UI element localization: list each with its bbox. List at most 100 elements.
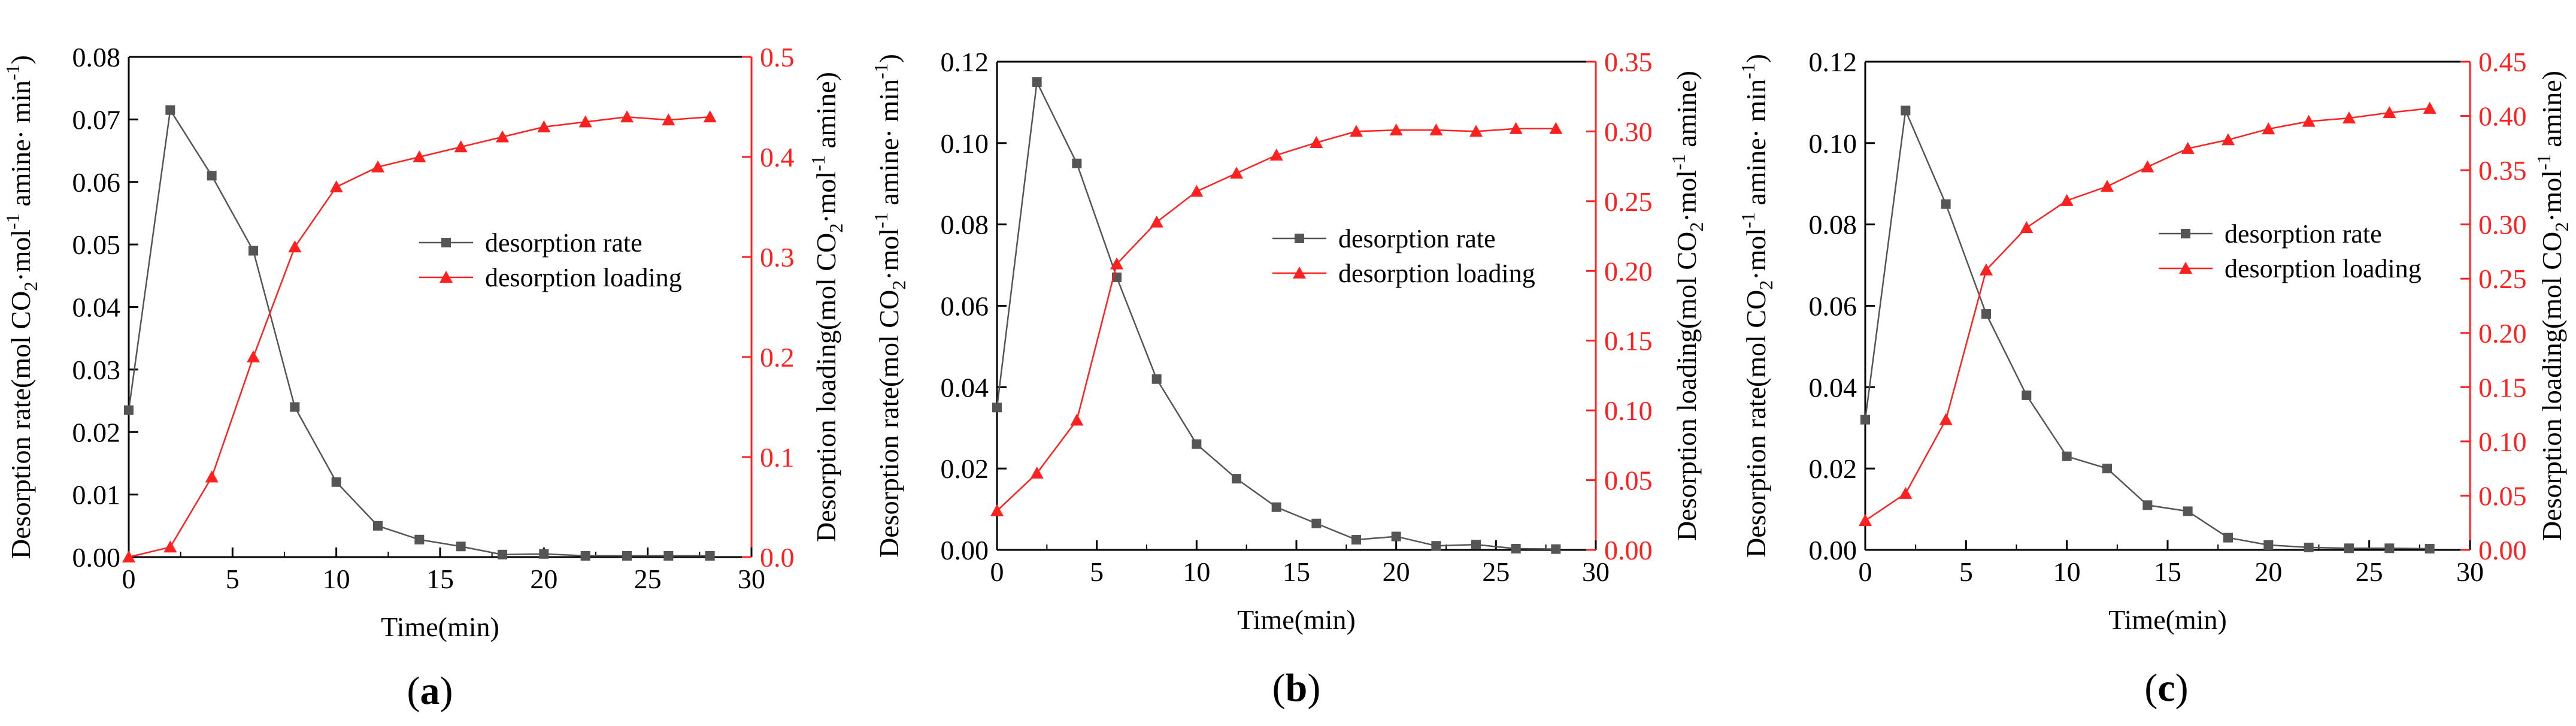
y-right-tick-label: 0.1 <box>760 442 795 473</box>
x-axis-title: Time(min) <box>1237 604 1356 635</box>
y-right-tick-label: 0.35 <box>2478 155 2527 186</box>
desorption-loading-point <box>662 113 675 126</box>
x-tick-label: 15 <box>1283 556 1310 587</box>
y-right-tick-label: 0.15 <box>1604 326 1653 356</box>
x-tick-label: 20 <box>1383 556 1410 587</box>
desorption-loading-point <box>620 110 634 123</box>
desorption-rate-point <box>1391 531 1401 542</box>
desorption-rate-point <box>2183 506 2193 516</box>
y-left-tick-label: 0.03 <box>72 355 121 385</box>
desorption-rate-point <box>1072 158 1082 168</box>
desorption-loading-point <box>1469 125 1483 137</box>
desorption-rate-point <box>1471 540 1481 550</box>
x-tick-label: 0 <box>1859 556 1872 587</box>
y-right-axis-title: Desorption loading(mol CO2·mol-1 amine) <box>807 72 847 542</box>
legend: desorption rate desorption loading <box>419 228 682 292</box>
desorption-rate-point <box>1551 544 1561 554</box>
desorption-loading-point <box>2222 133 2235 146</box>
x-tick-label: 5 <box>226 564 240 594</box>
y-left-tick-label: 0.06 <box>941 291 989 322</box>
desorption-rate-point <box>207 171 217 181</box>
y-right-tick-label: 0.30 <box>2478 210 2527 240</box>
desorption-rate-point <box>1431 541 1441 551</box>
desorption-loading-point <box>1269 149 1283 161</box>
desorption-loading-point <box>2342 111 2356 124</box>
y-left-tick-label: 0.10 <box>1809 128 1857 159</box>
y-right-tick-label: 0.35 <box>1604 47 1653 77</box>
desorption-rate-point <box>2425 543 2435 553</box>
desorption-rate-point <box>663 550 674 561</box>
desorption-loading-point <box>288 240 302 253</box>
x-axis-title: Time(min) <box>2108 604 2227 635</box>
y-left-tick-label: 0.04 <box>941 372 989 403</box>
desorption-loading-point <box>205 470 219 483</box>
y-right-tick-label: 0.10 <box>2478 426 2527 457</box>
legend-rate-marker <box>1295 234 1304 243</box>
x-tick-label: 25 <box>634 564 662 594</box>
desorption-loading-point <box>247 350 260 362</box>
legend-rate-marker <box>441 238 451 247</box>
legend-loading-label: desorption loading <box>485 263 682 292</box>
y-left-tick-label: 0.08 <box>72 42 121 72</box>
desorption-loading-point <box>2383 106 2396 119</box>
desorption-rate-point <box>1351 535 1361 545</box>
desorption-rate-point <box>2142 500 2153 510</box>
desorption-rate-point <box>539 549 549 559</box>
x-tick-label: 25 <box>1482 556 1510 587</box>
desorption-rate-point <box>992 403 1002 413</box>
x-tick-label: 15 <box>426 564 454 594</box>
desorption-rate-point <box>1151 374 1162 384</box>
desorption-rate-point <box>456 542 466 552</box>
desorption-loading-point <box>413 150 426 162</box>
desorption-loading-point <box>2262 122 2275 135</box>
legend-rate-marker <box>2181 229 2190 238</box>
chart-panel-c: 0 5 10 15 20 25 300.000.020.040.060.080.100.12… <box>1737 47 2572 710</box>
desorption-rate-point <box>2102 464 2112 474</box>
desorption-rate-point <box>414 534 425 544</box>
desorption-loading-point <box>2181 141 2195 154</box>
y-right-tick-label: 0.10 <box>1604 395 1653 426</box>
desorption-rate-point <box>2344 543 2354 553</box>
y-right-tick-label: 0.05 <box>2478 480 2527 511</box>
legend-rate-label: desorption rate <box>1338 224 1496 253</box>
desorption-loading-point <box>1350 125 1363 137</box>
x-tick-label: 5 <box>1090 556 1104 587</box>
y-right-tick-label: 0.3 <box>760 242 795 273</box>
y-left-tick-label: 0.01 <box>72 480 121 510</box>
legend-loading-marker <box>2179 262 2192 274</box>
desorption-loading-point <box>1859 514 1872 527</box>
desorption-loading-point <box>1549 122 1563 134</box>
desorption-loading-point <box>1310 136 1323 149</box>
desorption-rate-point <box>248 246 258 256</box>
y-left-tick-label: 0.08 <box>941 210 989 240</box>
desorption-rate-point <box>1032 77 1042 87</box>
legend-loading-label: desorption loading <box>2225 254 2422 283</box>
y-left-tick-label: 0.05 <box>72 229 121 260</box>
y-right-tick-label: 0.5 <box>760 42 795 72</box>
desorption-loading-point <box>1030 466 1044 479</box>
desorption-rate-point <box>498 549 507 559</box>
y-left-axis-title: Desorption rate(mol CO2·mol-1 amine· min… <box>1737 54 1777 558</box>
desorption-loading-point <box>122 550 135 562</box>
y-right-tick-label: 0.0 <box>760 542 795 573</box>
chart-panel-b: 0 5 10 15 20 25 300.000.020.040.060.080.100.12… <box>870 47 1707 710</box>
desorption-rate-point <box>1511 543 1521 553</box>
desorption-rate-point <box>373 521 383 531</box>
y-left-tick-label: 0.12 <box>1809 47 1857 77</box>
legend: desorption rate desorption loading <box>1272 224 1535 288</box>
desorption-loading-point <box>2020 221 2033 234</box>
y-left-tick-label: 0.00 <box>1809 535 1857 565</box>
x-tick-label: 15 <box>2154 556 2181 587</box>
desorption-rate-point <box>1981 309 1991 319</box>
x-tick-label: 10 <box>1183 556 1210 587</box>
panel-label: (c) <box>2144 666 2188 710</box>
desorption-loading-point <box>454 140 468 153</box>
legend-loading-marker <box>440 271 453 283</box>
y-right-tick-label: 0.30 <box>1604 116 1653 147</box>
y-right-tick-label: 0.15 <box>2478 372 2527 403</box>
desorption-rate-point <box>2062 451 2072 461</box>
x-tick-label: 20 <box>2254 556 2282 587</box>
legend-loading-marker <box>1293 267 1306 279</box>
